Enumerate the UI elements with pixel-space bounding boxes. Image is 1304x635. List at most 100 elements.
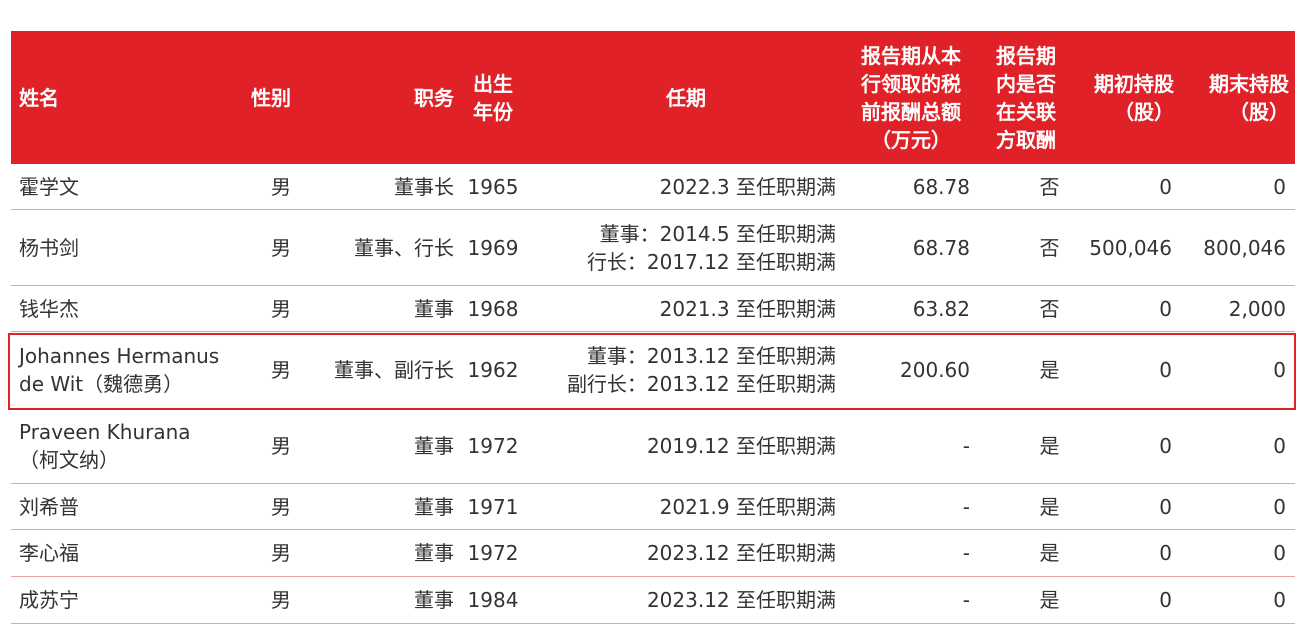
cell-position-text: 董事、副行长	[334, 358, 454, 382]
cell-name: Johannes Hermanus de Wit（魏德勇）	[19, 332, 259, 408]
header-gender: 性别	[251, 85, 291, 110]
cell-shares-begin-text: 0	[1159, 296, 1172, 321]
cell-shares-end-text: 0	[1273, 494, 1286, 519]
cell-remuneration: 200.60	[851, 332, 970, 408]
cell-shares-end-text: 800,046	[1203, 235, 1286, 260]
cell-shares-end-text: 0	[1273, 358, 1286, 382]
cell-shares-end: 800,046	[1181, 210, 1286, 285]
cell-gender-text: 男	[271, 541, 291, 565]
cell-name: 刘希普	[19, 484, 259, 529]
cell-related-party: 否	[1011, 164, 1088, 209]
cell-term: 2021.9 至任职期满	[531, 484, 836, 529]
cell-shares-end-text: 0	[1273, 588, 1286, 612]
cell-gender: 男	[171, 530, 291, 576]
cell-position-text: 董事	[414, 296, 454, 321]
cell-name: 李心福	[19, 530, 259, 576]
cell-remuneration-text: 68.78	[912, 235, 970, 260]
cell-related-party-text: 是	[1039, 541, 1060, 565]
cell-shares-end: 0	[1181, 484, 1286, 529]
table-row: 李心福 男 董事 1972 2023.12 至任职期满 - 是 0 0	[11, 530, 1295, 577]
cell-remuneration: -	[851, 409, 970, 483]
table-row: 霍学文 男 董事长 1965 2022.3 至任职期满 68.78 否 0 0	[11, 164, 1295, 210]
cell-position: 董事	[261, 286, 454, 331]
header-term: 任期	[666, 85, 706, 110]
cell-shares-begin: 0	[1071, 164, 1172, 209]
cell-position-text: 董事	[414, 588, 454, 612]
cell-shares-end-text: 0	[1273, 174, 1286, 199]
cell-name: 杨书剑	[19, 210, 259, 285]
cell-birth-year: 1972	[463, 530, 523, 576]
cell-term-text: 2023.12 至任职期满	[646, 588, 836, 612]
cell-position-text: 董事	[414, 434, 454, 458]
cell-birth-year-text: 1971	[467, 494, 519, 519]
header-shares-end: 期末持股 （股）	[1209, 71, 1289, 124]
header-birth-year: 出生 年份	[473, 71, 513, 124]
cell-name-text: 刘希普	[19, 494, 79, 519]
table-row: 钱华杰 男 董事 1968 2021.3 至任职期满 63.82 否 0 2,000	[11, 286, 1295, 332]
cell-shares-end: 0	[1181, 409, 1286, 483]
cell-related-party-text: 是	[1039, 358, 1060, 382]
cell-term-text: 2023.12 至任职期满	[646, 541, 836, 565]
header-shares-begin: 期初持股 （股）	[1094, 71, 1174, 124]
cell-birth-year: 1984	[463, 577, 523, 623]
cell-position: 董事、行长	[261, 210, 454, 285]
cell-related-party: 是	[1011, 409, 1088, 483]
cell-birth-year-text: 1972	[467, 434, 519, 458]
cell-birth-year-text: 1969	[467, 235, 519, 260]
cell-gender: 男	[171, 484, 291, 529]
cell-gender: 男	[171, 164, 291, 209]
cell-gender: 男	[171, 409, 291, 483]
cell-remuneration-text: 63.82	[912, 296, 970, 321]
cell-gender-text: 男	[271, 494, 291, 519]
cell-birth-year-text: 1968	[467, 296, 519, 321]
cell-remuneration-text: -	[962, 494, 970, 519]
cell-term: 2021.3 至任职期满	[531, 286, 836, 331]
cell-term: 董事：2013.12 至任职期满 副行长：2013.12 至任职期满	[531, 332, 836, 408]
cell-related-party: 是	[1011, 530, 1088, 576]
cell-shares-end: 2,000	[1181, 286, 1286, 331]
cell-related-party: 是	[1011, 332, 1088, 408]
cell-name-text: Praveen Khurana （柯文纳）	[19, 420, 191, 472]
cell-related-party-text: 否	[1039, 296, 1060, 321]
cell-position-text: 董事	[414, 541, 454, 565]
cell-position: 董事	[261, 409, 454, 483]
table-body: 霍学文男董事长 1965 2022.3 至任职期满 68.78 否 0 0 杨书剑男董事、行长…	[11, 164, 1295, 624]
cell-gender-text: 男	[271, 296, 291, 321]
cell-remuneration-text: 68.78	[912, 174, 970, 199]
cell-related-party-text: 是	[1039, 588, 1060, 612]
cell-term: 董事：2014.5 至任职期满 行长：2017.12 至任职期满	[531, 210, 836, 285]
cell-shares-end: 0	[1181, 164, 1286, 209]
cell-remuneration: 68.78	[851, 210, 970, 285]
cell-position: 董事、副行长	[261, 332, 454, 408]
cell-term-text: 2022.3 至任职期满	[659, 174, 836, 199]
cell-term-text: 2021.3 至任职期满	[659, 296, 836, 321]
cell-shares-begin-text: 0	[1159, 494, 1172, 519]
cell-related-party: 是	[1011, 484, 1088, 529]
cell-related-party-text: 否	[1039, 235, 1060, 260]
cell-related-party: 否	[1011, 210, 1088, 285]
cell-shares-end-text: 0	[1273, 541, 1286, 565]
cell-position: 董事	[261, 530, 454, 576]
cell-birth-year: 1971	[463, 484, 523, 529]
table-row: 成苏宁 男 董事 1984 2023.12 至任职期满 - 是 0 0	[11, 577, 1295, 624]
cell-remuneration-text: -	[962, 434, 970, 458]
cell-shares-begin: 500,046	[1071, 210, 1172, 285]
header-position: 职务	[414, 85, 454, 110]
cell-birth-year: 1965	[463, 164, 523, 209]
cell-shares-begin-text: 500,046	[1089, 235, 1172, 260]
cell-name-text: 霍学文	[19, 174, 79, 199]
cell-related-party-text: 是	[1039, 434, 1060, 458]
cell-shares-begin: 0	[1071, 484, 1172, 529]
cell-remuneration: 68.78	[851, 164, 970, 209]
cell-term-text: 董事：2013.12 至任职期满 副行长：2013.12 至任职期满	[566, 344, 836, 396]
cell-related-party-text: 是	[1039, 494, 1060, 519]
cell-remuneration: -	[851, 530, 970, 576]
cell-name: 成苏宁	[19, 577, 259, 623]
cell-position: 董事	[261, 577, 454, 623]
cell-gender: 男	[171, 332, 291, 408]
cell-term: 2022.3 至任职期满	[531, 164, 836, 209]
cell-term-text: 2021.9 至任职期满	[659, 494, 836, 519]
cell-remuneration: -	[851, 484, 970, 529]
cell-remuneration: 63.82	[851, 286, 970, 331]
cell-related-party: 否	[1011, 286, 1088, 331]
